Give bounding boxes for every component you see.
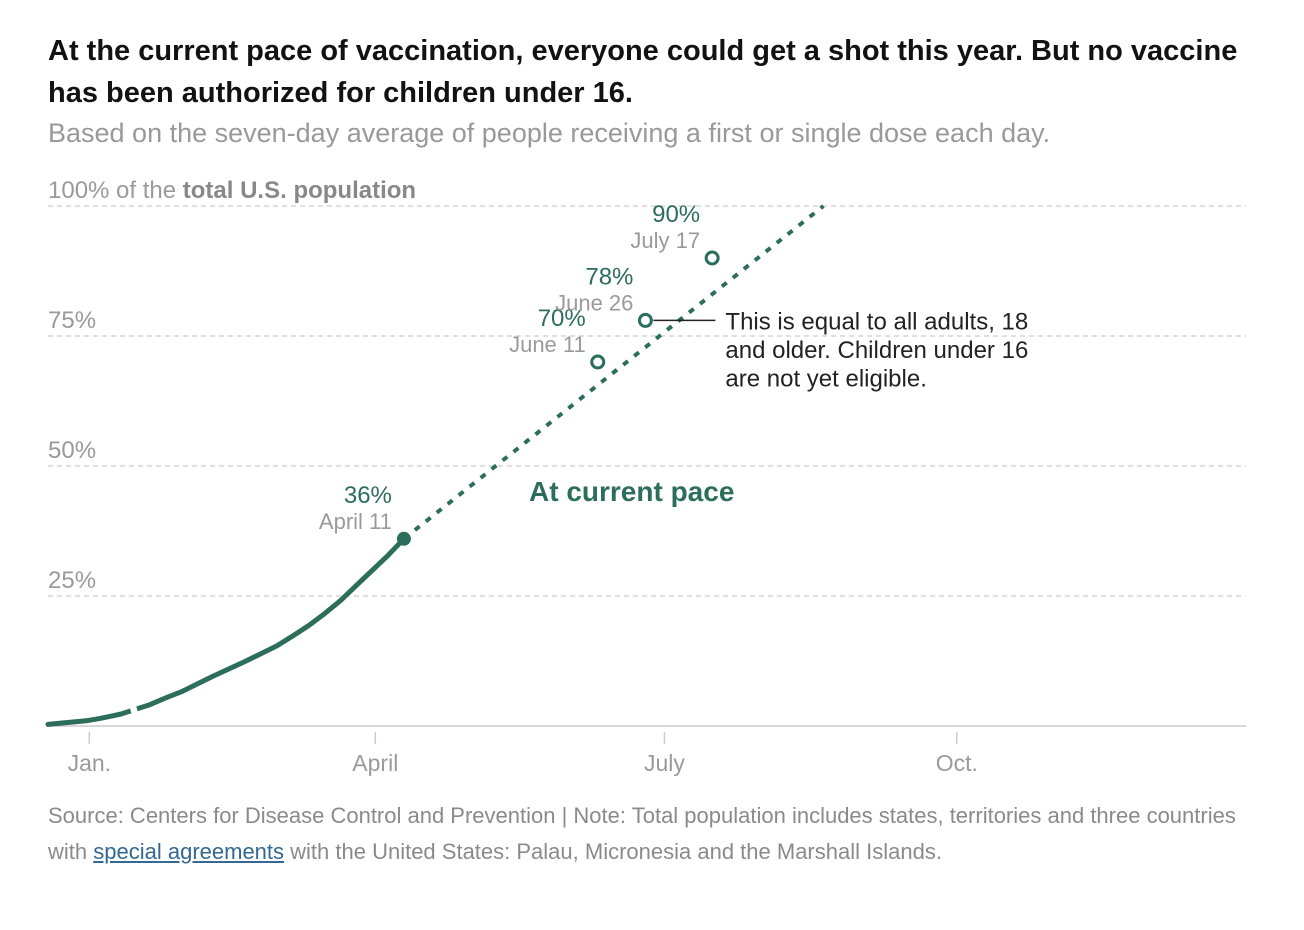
milestone-percent-label: 70% bbox=[538, 305, 586, 332]
y-tick-label-25: 25% bbox=[48, 567, 96, 594]
milestone-date-label: April 11 bbox=[319, 509, 392, 534]
line-gap bbox=[129, 705, 138, 715]
milestone-date-label: June 11 bbox=[509, 332, 586, 357]
annotation-text-line: This is equal to all adults, 18 bbox=[725, 308, 1028, 335]
milestone-percent-label: 36% bbox=[344, 482, 392, 509]
grid-lines bbox=[48, 205, 1246, 597]
milestone-marker bbox=[590, 354, 606, 370]
x-tick-label: April bbox=[352, 750, 398, 776]
milestone-percent-label: 90% bbox=[652, 201, 700, 228]
projection-line bbox=[402, 204, 825, 541]
milestone-marker bbox=[637, 312, 653, 328]
x-tick-label: July bbox=[644, 750, 685, 776]
y-axis-label-prefix: 100% of the bbox=[48, 177, 183, 204]
source-text: Source: Centers for Disease Control and … bbox=[48, 803, 1236, 864]
milestone-date-label: July 17 bbox=[630, 228, 700, 253]
y-tick-label-75: 75% bbox=[48, 307, 96, 334]
source-text-suffix: with the United States: Palau, Micronesi… bbox=[284, 839, 942, 864]
special-agreements-link[interactable]: special agreements bbox=[93, 839, 285, 864]
y-axis-label-bold: total U.S. population bbox=[183, 177, 416, 204]
annotation-text-line: and older. Children under 16 bbox=[725, 337, 1028, 364]
milestone-percent-label: 78% bbox=[585, 263, 633, 290]
series-label-current-pace: At current pace bbox=[529, 476, 734, 507]
x-tick-label: Jan. bbox=[68, 750, 111, 776]
annotation-text-line: are not yet eligible. bbox=[725, 365, 926, 392]
y-axis-top-label: 100% of the total U.S. population bbox=[48, 177, 416, 204]
y-tick-label-50: 50% bbox=[48, 437, 96, 464]
chart-labels: 100% of the total U.S. population 75% 50% 2… bbox=[48, 177, 1028, 776]
milestone-marker bbox=[704, 250, 720, 266]
source-note: Source: Centers for Disease Control and … bbox=[48, 798, 1258, 870]
milestone-date-label: June 26 bbox=[555, 290, 633, 315]
headline: At the current pace of vaccination, ever… bbox=[48, 35, 1238, 109]
milestone-marker bbox=[396, 531, 411, 546]
vaccination-chart: 100% of the total U.S. population 75% 50% 2… bbox=[45, 177, 1246, 776]
actual-vaccination-line bbox=[45, 536, 407, 727]
x-tick-label: Oct. bbox=[936, 750, 978, 776]
subtitle: Based on the seven-day average of people… bbox=[48, 118, 1051, 148]
x-axis bbox=[48, 725, 1246, 744]
series-lines bbox=[45, 204, 825, 727]
